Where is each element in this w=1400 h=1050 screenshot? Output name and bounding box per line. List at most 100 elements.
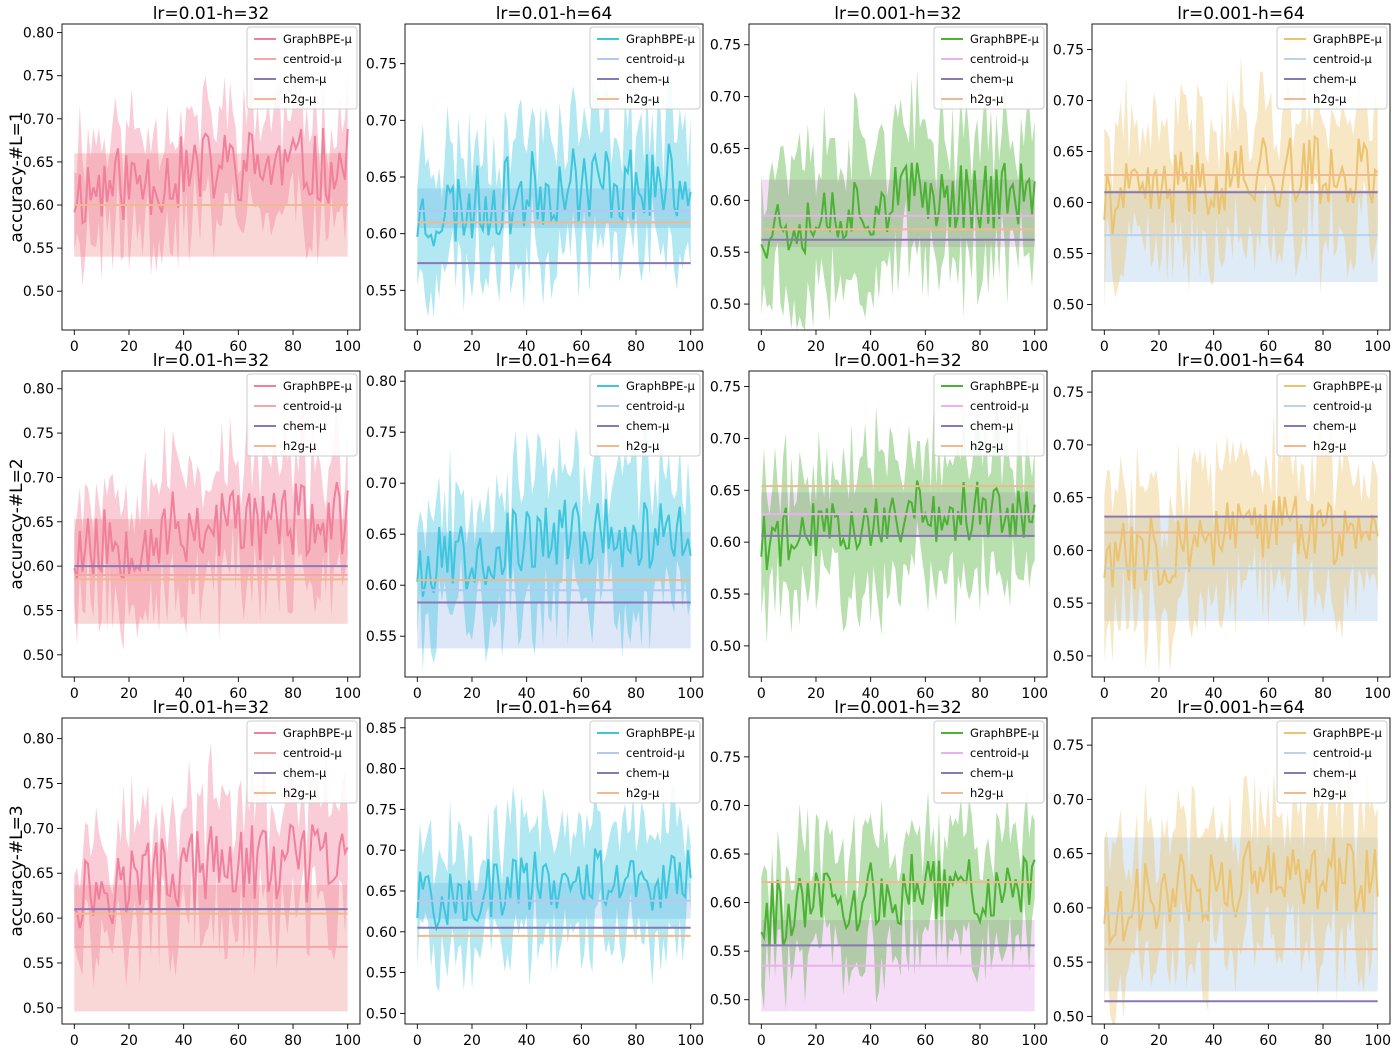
x-tick-label: 20 — [1150, 686, 1168, 702]
legend-label: GraphBPE-μ — [626, 379, 696, 393]
x-tick-label: 40 — [175, 339, 193, 355]
band-centroid — [74, 884, 348, 1012]
subplot-11: lr=0.001-h=32 0 20 40 60 80 100 0.50 0.55 0.60 0.6… — [710, 698, 1048, 1049]
legend-box — [1276, 26, 1388, 110]
graphbpe-std-band — [417, 62, 691, 319]
graphbpe-std-band — [74, 742, 348, 988]
y-tick-label: 0.65 — [1053, 847, 1084, 863]
y-tick-label: 0.50 — [710, 993, 741, 1009]
x-tick-label: 80 — [284, 339, 302, 355]
legend-label: GraphBPE-μ — [970, 32, 1040, 46]
legend-label: h2g-μ — [1313, 92, 1347, 106]
y-tick-label: 0.75 — [23, 777, 54, 793]
legend-label: h2g-μ — [626, 786, 660, 800]
y-tick-label: 0.85 — [366, 721, 397, 737]
legend-label: centroid-μ — [626, 52, 685, 66]
graphbpe-mean-line — [1103, 135, 1379, 236]
x-tick-label: 100 — [1021, 686, 1048, 702]
y-tick-label: 0.70 — [710, 90, 741, 106]
subplot-title: lr=0.001-h=32 — [834, 4, 961, 24]
graphbpe-std-band — [761, 396, 1035, 645]
legend-label: centroid-μ — [626, 746, 685, 760]
legend: GraphBPE-μ centroid-μ chem-μ h2g-μ — [246, 26, 358, 110]
x-tick-label: 20 — [463, 1033, 481, 1049]
x-tick-label: 20 — [807, 339, 825, 355]
subplot-1: lr=0.01-h=32 accuracy-#L=1 0 20 40 60 80 100 0.5… — [7, 4, 361, 355]
y-axis-label: accuracy-#L=1 — [7, 111, 27, 242]
y-tick-label: 0.75 — [23, 426, 54, 442]
x-tick-label: 0 — [1100, 686, 1109, 702]
y-tick-label: 0.50 — [366, 1006, 397, 1022]
axes-frame — [404, 717, 704, 1025]
legend-label: chem-μ — [970, 72, 1014, 86]
graphbpe-mean-line — [760, 854, 1036, 947]
plot-area — [760, 69, 1036, 331]
y-axis-label: accuracy-#L=3 — [7, 805, 27, 936]
x-tick-label: 60 — [572, 339, 590, 355]
legend-label: chem-μ — [283, 766, 327, 780]
y-tick-label: 0.60 — [710, 896, 741, 912]
y-tick-label: 0.75 — [23, 69, 54, 85]
y-tick-label: 0.50 — [1053, 1009, 1084, 1025]
x-tick-label: 100 — [1021, 339, 1048, 355]
x-tick-label: 40 — [175, 1033, 193, 1049]
x-tick-label: 0 — [1100, 339, 1109, 355]
legend-label: h2g-μ — [1313, 439, 1347, 453]
plot-area — [416, 414, 692, 672]
x-tick-label: 100 — [334, 1033, 361, 1049]
legend-box — [246, 720, 358, 804]
y-tick-label: 0.60 — [1053, 196, 1084, 212]
subplot-5: lr=0.01-h=32 accuracy-#L=2 0 20 40 60 80 100 0.5… — [7, 351, 361, 702]
x-tick-label: 40 — [1205, 1033, 1223, 1049]
graphbpe-mean-line — [416, 499, 692, 597]
subplot-3: lr=0.001-h=32 0 20 40 60 80 100 0.50 0.55 0.60 0.6… — [710, 4, 1048, 355]
axes-frame — [61, 370, 361, 678]
y-tick-label: 0.50 — [1053, 649, 1084, 665]
legend: GraphBPE-μ centroid-μ chem-μ h2g-μ — [1276, 720, 1388, 804]
y-tick-label: 0.65 — [710, 483, 741, 499]
subplot-title: lr=0.001-h=32 — [834, 698, 961, 718]
y-tick-label: 0.70 — [366, 476, 397, 492]
x-tick-label: 0 — [70, 339, 79, 355]
x-tick-label: 60 — [229, 339, 247, 355]
axes-frame — [61, 23, 361, 331]
x-tick-label: 80 — [1314, 339, 1332, 355]
y-tick-label: 0.60 — [710, 193, 741, 209]
legend-label: centroid-μ — [970, 52, 1029, 66]
axes-frame — [748, 717, 1048, 1025]
y-tick-label: 0.60 — [366, 227, 397, 243]
axes-frame — [748, 23, 1048, 331]
y-tick-label: 0.80 — [366, 762, 397, 778]
x-tick-label: 100 — [1021, 1033, 1048, 1049]
y-tick-label: 0.60 — [366, 925, 397, 941]
y-tick-label: 0.75 — [366, 802, 397, 818]
x-tick-label: 60 — [1259, 686, 1277, 702]
subplot-10: lr=0.01-h=64 0 20 40 60 80 100 0.50 0.55 0.60 0.65… — [366, 698, 704, 1049]
y-tick-label: 0.50 — [710, 297, 741, 313]
x-tick-label: 40 — [518, 1033, 536, 1049]
x-tick-label: 0 — [1100, 1033, 1109, 1049]
legend-label: h2g-μ — [626, 92, 660, 106]
graphbpe-mean-line — [760, 480, 1036, 571]
legend-label: centroid-μ — [1313, 746, 1372, 760]
legend-label: centroid-μ — [1313, 399, 1372, 413]
y-tick-label: 0.50 — [710, 639, 741, 655]
subplot-2: lr=0.01-h=64 0 20 40 60 80 100 0.55 0.60 0.65 0.70… — [366, 4, 704, 355]
x-tick-label: 60 — [916, 339, 934, 355]
legend-label: h2g-μ — [970, 92, 1004, 106]
graphbpe-mean-line — [73, 127, 349, 225]
legend-box — [933, 373, 1045, 457]
x-tick-label: 60 — [572, 686, 590, 702]
x-tick-label: 0 — [70, 686, 79, 702]
x-tick-label: 0 — [757, 686, 766, 702]
subplot-title: lr=0.01-h=32 — [153, 4, 270, 24]
x-tick-label: 100 — [677, 339, 704, 355]
graphbpe-std-band — [1104, 55, 1378, 312]
x-tick-label: 20 — [120, 1033, 138, 1049]
legend-box — [1276, 720, 1388, 804]
axes-frame — [61, 717, 361, 1025]
x-tick-label: 80 — [627, 686, 645, 702]
subplot-8: lr=0.001-h=64 0 20 40 60 80 100 0.50 0.55 0.60 0.6… — [1053, 351, 1391, 702]
y-tick-label: 0.80 — [366, 374, 397, 390]
legend-label: h2g-μ — [970, 439, 1004, 453]
